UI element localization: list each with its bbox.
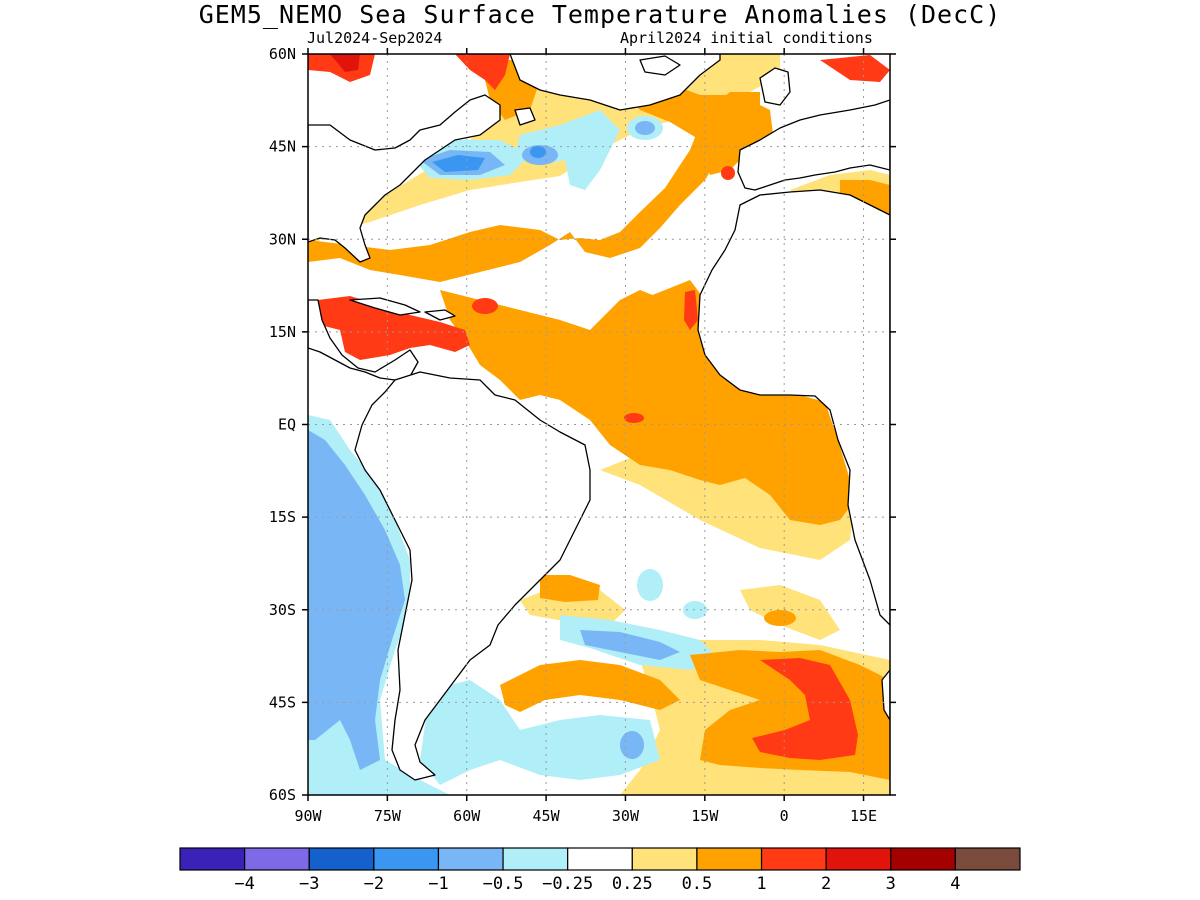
colorbar-label: 3 [886, 874, 896, 894]
iceland [639, 55, 681, 76]
lat-label: 60N [269, 45, 296, 63]
lat-label: 30N [269, 230, 296, 248]
lon-label: 45W [533, 807, 561, 825]
lat-label: 60S [269, 786, 296, 804]
equatorial-warm-spot [624, 413, 644, 423]
colorbar-swatch [567, 847, 633, 871]
north-atlantic-cool [515, 110, 620, 190]
mid-atlantic-colder-spot [635, 121, 655, 135]
anomaly-m05-m1 [308, 121, 680, 770]
hudson-strong-warm [330, 54, 360, 72]
colorbar-swatch [437, 847, 504, 871]
axis-ticks [302, 48, 896, 801]
tropical-atlantic-warm-tongue [308, 92, 760, 282]
caribbean-warm [318, 296, 470, 360]
south-central-cool-spot [637, 569, 663, 601]
brazil-warm-patch [540, 575, 600, 602]
anomaly-05-1 [308, 60, 890, 780]
colorbar-swatch [890, 847, 956, 871]
anomaly-1-2 [308, 54, 890, 760]
colorbar-swatch [308, 847, 375, 871]
anomaly-field [308, 54, 890, 795]
lon-label: 30W [612, 807, 640, 825]
south-pacific-offshore-cool [308, 600, 355, 740]
colorbar-swatch [373, 847, 440, 871]
lon-label: 0 [780, 807, 789, 825]
colorbar-swatch [179, 847, 246, 871]
equatorial-warm-tongue [440, 290, 855, 525]
colorbar-swatch [631, 847, 698, 871]
north-atlantic-warm-patch [620, 80, 775, 175]
argentine-basin-cool [420, 680, 660, 785]
colorbar-label: −2 [364, 874, 384, 894]
land-masses [308, 54, 890, 781]
british-isles [759, 67, 791, 106]
colorbar-label: 1 [756, 874, 766, 894]
colorbar-swatch [825, 847, 892, 871]
colorbar-label: −0.5 [483, 874, 524, 894]
labrador-warm [455, 54, 510, 90]
gulf-stream-cold-core [432, 155, 485, 172]
graticule [308, 54, 890, 795]
lat-label: 15N [269, 323, 296, 341]
labrador-cold-spot [530, 146, 546, 158]
south-america [354, 371, 591, 781]
lat-label: EQ [278, 416, 296, 434]
map-title: GEM5_NEMO Sea Surface Temperature Anomal… [198, 0, 1002, 29]
colorbar-swatch [244, 847, 310, 871]
lon-label: 60W [453, 807, 481, 825]
lon-label: 75W [374, 807, 402, 825]
africa [697, 189, 890, 626]
colorbar-label: −1 [428, 874, 448, 894]
south-atlantic-cool-core [580, 630, 680, 660]
colorbar-label: 0.25 [612, 874, 653, 894]
iberia-warm-spot [721, 166, 735, 180]
anomaly-2-3 [330, 54, 360, 72]
lat-label: 45S [269, 693, 296, 711]
colorbar-swatch [696, 847, 763, 871]
madagascar-edge [881, 669, 890, 721]
mexico-central-america [308, 299, 419, 381]
colorbar-labels: −4 −3 −2 −1 −0.5 −0.25 0.25 0.5 1 2 3 4 [234, 874, 960, 894]
colorbar-label: −3 [299, 874, 319, 894]
forecast-period: Jul2024-Sep2024 [307, 29, 443, 47]
hispaniola [424, 309, 456, 321]
lon-label: 90W [294, 807, 322, 825]
colorbar [179, 847, 1021, 871]
south-atlantic-warm-spot [764, 610, 796, 626]
colorbar-label: −0.25 [542, 874, 593, 894]
colorbar-swatch [760, 847, 827, 871]
colorbar-label: 0.5 [682, 874, 713, 894]
lon-label: 15W [691, 807, 719, 825]
tropical-warm-spot [472, 298, 498, 314]
initial-conditions: April2024 initial conditions [620, 29, 873, 47]
lat-label: 15S [269, 508, 296, 526]
colorbar-swatch [954, 847, 1021, 871]
cuba [349, 297, 421, 316]
south-atlantic-warm-core [752, 658, 858, 760]
anomaly-m1-m2 [432, 146, 546, 172]
longitude-labels: 90W 75W 60W 45W 30W 15W 0 15E [294, 807, 877, 825]
north-america [308, 94, 501, 263]
canary-warm-strip [684, 290, 698, 330]
lat-label: 30S [269, 601, 296, 619]
colorbar-label: 2 [821, 874, 831, 894]
lat-label: 45N [269, 138, 296, 156]
colorbar-label: −4 [234, 874, 254, 894]
colorbar-swatch [502, 847, 569, 871]
argentine-cool-spot [620, 731, 644, 759]
newfoundland [514, 107, 536, 126]
lon-label: 15E [850, 807, 877, 825]
scotland-warm [820, 55, 890, 82]
europe [737, 99, 890, 191]
latitude-labels: 60N 45N 30N 15N EQ 15S 30S 45S 60S [269, 45, 296, 804]
colorbar-label: 4 [950, 874, 960, 894]
south-atlantic-warm-band [500, 660, 680, 712]
